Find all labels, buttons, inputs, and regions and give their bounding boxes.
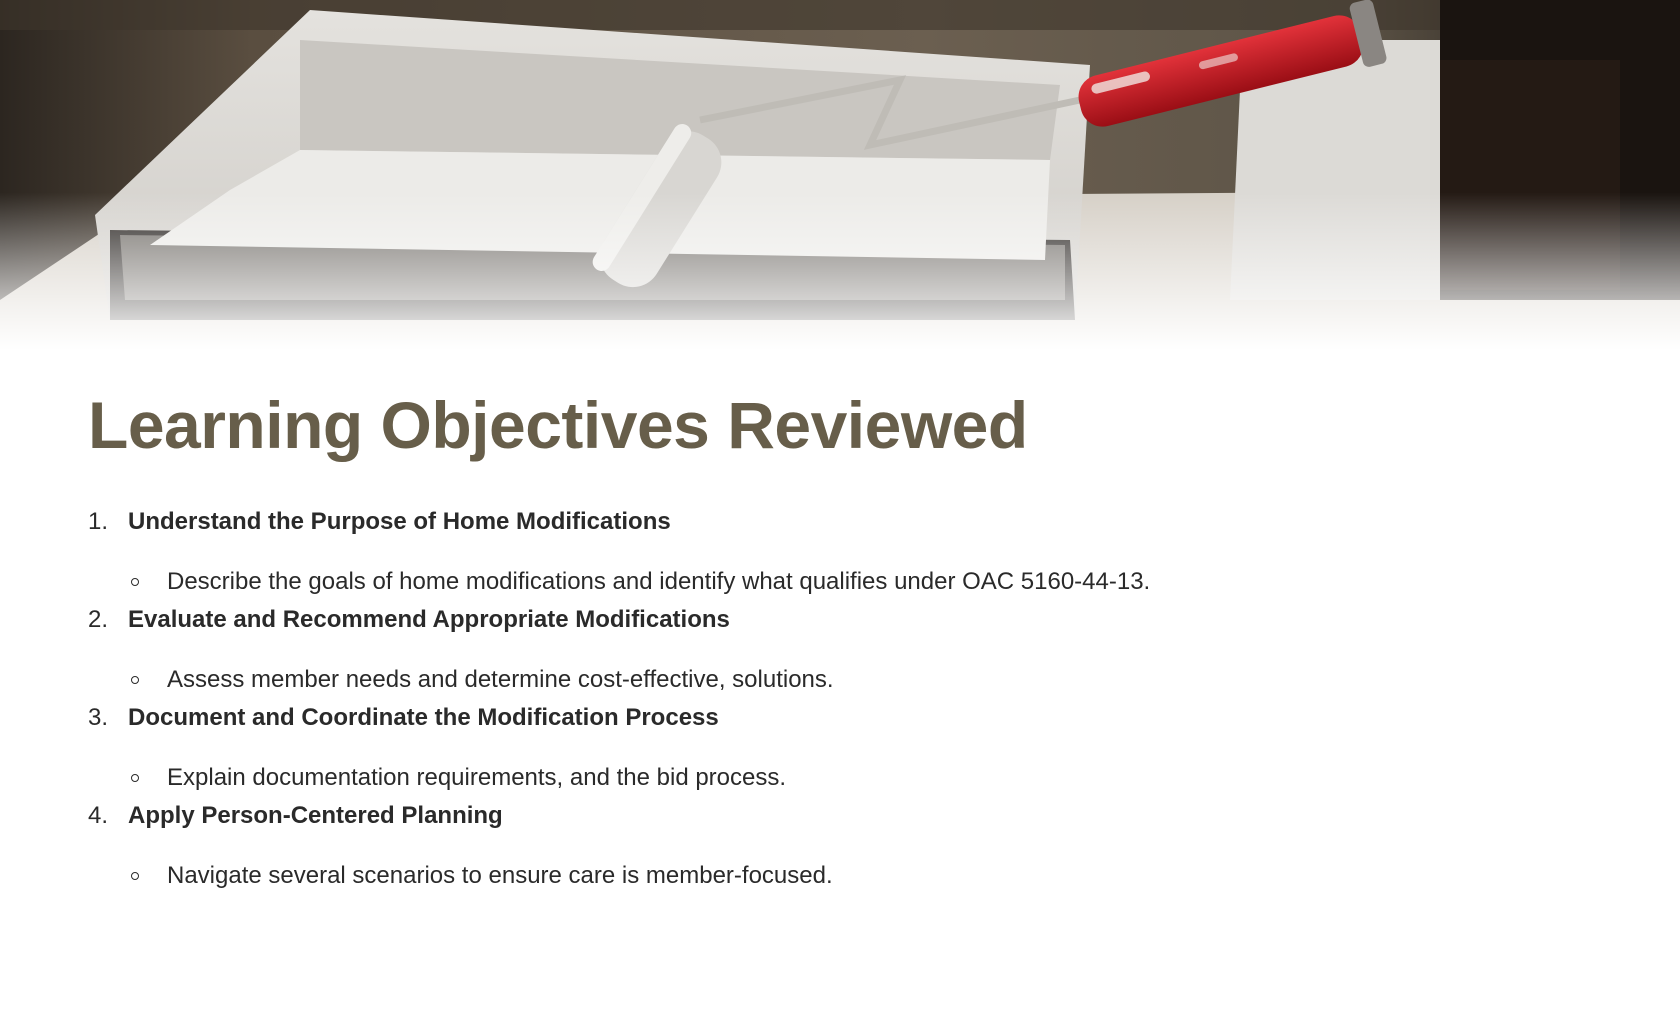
objective-detail: Navigate several scenarios to ensure car… (167, 861, 833, 889)
bullet-icon (131, 773, 139, 782)
objectives-list: 1. Understand the Purpose of Home Modifi… (88, 508, 1588, 900)
objective-title: Apply Person-Centered Planning (128, 802, 503, 829)
objective-detail: Assess member needs and determine cost-e… (167, 665, 834, 693)
slide-content: Learning Objectives Reviewed 1. Understa… (88, 380, 1588, 900)
objective-title: Understand the Purpose of Home Modificat… (128, 508, 671, 535)
list-item: 3. Document and Coordinate the Modificat… (88, 704, 1588, 802)
bullet-icon (131, 871, 139, 880)
hero-image (0, 0, 1680, 350)
bullet-icon (131, 675, 139, 684)
paint-tray-illustration (0, 0, 1680, 350)
item-number: 1. (88, 508, 109, 535)
objective-title: Document and Coordinate the Modification… (128, 704, 719, 731)
objective-detail: Describe the goals of home modifications… (167, 567, 1151, 595)
list-item: 2. Evaluate and Recommend Appropriate Mo… (88, 606, 1588, 704)
item-number: 4. (88, 802, 109, 829)
list-item: 1. Understand the Purpose of Home Modifi… (88, 508, 1588, 606)
item-number: 2. (88, 606, 109, 633)
page-title: Learning Objectives Reviewed (88, 388, 1028, 462)
objective-detail: Explain documentation requirements, and … (167, 763, 787, 791)
bullet-icon (131, 577, 139, 586)
list-item: 4. Apply Person-Centered Planning Naviga… (88, 802, 1588, 900)
item-number: 3. (88, 704, 109, 731)
objective-title: Evaluate and Recommend Appropriate Modif… (128, 606, 730, 633)
